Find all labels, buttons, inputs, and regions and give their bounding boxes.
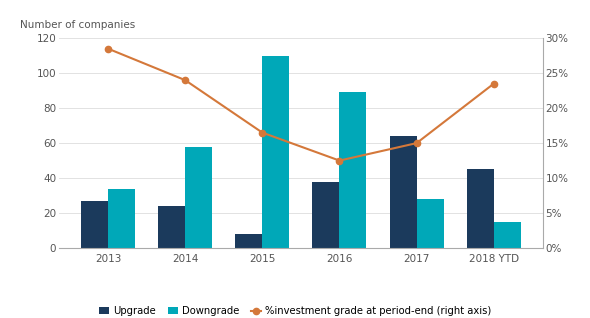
Bar (339, 92, 366, 248)
%investment grade at period-end (right axis) (259, 131, 266, 135)
%investment grade at period-end (right axis) (336, 159, 343, 162)
%investment grade at period-end (right axis) (104, 47, 112, 51)
Legend: Upgrade, Downgrade, %investment grade at period-end (right axis): Upgrade, Downgrade, %investment grade at… (99, 306, 491, 316)
Bar (467, 169, 494, 248)
Line: %investment grade at period-end (right axis): %investment grade at period-end (right a… (105, 45, 497, 164)
Bar (263, 56, 289, 248)
Text: Number of companies: Number of companies (20, 20, 136, 30)
Bar (494, 222, 521, 248)
%investment grade at period-end (right axis) (182, 78, 189, 82)
Bar (81, 201, 108, 248)
Bar (389, 136, 417, 248)
%investment grade at period-end (right axis) (490, 82, 497, 86)
Bar (313, 182, 339, 248)
%investment grade at period-end (right axis) (413, 141, 420, 145)
Bar (108, 189, 135, 248)
Bar (235, 234, 263, 248)
Bar (158, 206, 185, 248)
Bar (417, 199, 444, 248)
Bar (185, 147, 212, 248)
